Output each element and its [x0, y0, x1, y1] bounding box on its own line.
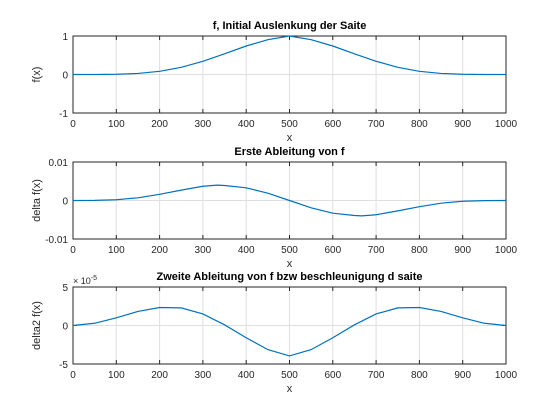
x-tick-label: 200	[151, 119, 168, 130]
x-tick-label: 600	[324, 245, 341, 256]
x-tick-label: 1000	[495, 119, 518, 130]
x-tick-label: 0	[70, 370, 76, 381]
x-tick-label: 1000	[495, 245, 518, 256]
x-tick-label: 700	[368, 245, 385, 256]
subplot-title: Zweite Ableitung von f bzw beschleunigun…	[156, 271, 422, 283]
subplot-title: f, Initial Auslenkung der Saite	[213, 20, 367, 32]
x-tick-label: 200	[151, 370, 168, 381]
x-tick-label: 300	[195, 370, 212, 381]
x-tick-label: 100	[108, 245, 125, 256]
x-tick-label: 900	[454, 370, 471, 381]
y-tick-label: 0	[62, 322, 68, 333]
x-tick-label: 0	[70, 245, 76, 256]
x-tick-label: 200	[151, 245, 168, 256]
x-tick-label: 900	[454, 245, 471, 256]
x-tick-label: 400	[238, 370, 255, 381]
x-tick-label: 500	[281, 370, 298, 381]
x-tick-label: 0	[70, 119, 76, 130]
subplot-2: 0 100 200 300 400 500 600 700 800 900 1000-0.0100.…	[31, 146, 518, 270]
x-tick-label: 800	[411, 370, 428, 381]
series-line	[72, 306, 507, 357]
y-exponent-base: × 10	[73, 276, 91, 286]
x-tick-label: 1000	[495, 370, 518, 381]
y-tick-label: -0.01	[45, 235, 68, 246]
x-tick-label: 400	[238, 245, 255, 256]
series-line	[72, 184, 507, 217]
y-exponent-power: -5	[91, 275, 97, 282]
y-tick-label: 1	[62, 32, 68, 43]
x-tick-label: 900	[454, 119, 471, 130]
x-axis-label: x	[287, 258, 293, 270]
x-tick-label: 600	[324, 119, 341, 130]
x-tick-label: 500	[281, 119, 298, 130]
x-tick-label: 300	[195, 119, 212, 130]
x-tick-label: 400	[238, 119, 255, 130]
x-tick-label: 100	[108, 119, 125, 130]
x-axis-label: x	[287, 383, 293, 395]
subplot-title: Erste Ableitung von f	[234, 146, 345, 158]
x-tick-label: 800	[411, 245, 428, 256]
series-line	[72, 35, 507, 76]
y-tick-label: -5	[59, 360, 68, 371]
y-axis-label: delta2 f(x)	[31, 301, 43, 350]
y-axis-label: delta f(x)	[31, 179, 43, 222]
x-tick-label: 700	[368, 119, 385, 130]
x-axis-label: x	[287, 132, 293, 144]
x-tick-label: 500	[281, 245, 298, 256]
y-axis-label: f(x)	[31, 67, 43, 83]
y-tick-label: -1	[59, 109, 68, 120]
y-tick-label: 0	[62, 197, 68, 208]
y-tick-label: 5	[62, 283, 68, 294]
subplot-3: 0 100 200 300 400 500 600 700 800 900 1000-505× 10…	[31, 271, 518, 395]
y-tick-label: 0	[62, 71, 68, 82]
x-tick-label: 700	[368, 370, 385, 381]
y-exponent-label: × 10-5	[73, 275, 97, 286]
x-tick-label: 600	[324, 370, 341, 381]
y-tick-label: 0.01	[49, 158, 69, 169]
x-tick-label: 800	[411, 119, 428, 130]
x-tick-label: 100	[108, 370, 125, 381]
x-tick-label: 300	[195, 245, 212, 256]
